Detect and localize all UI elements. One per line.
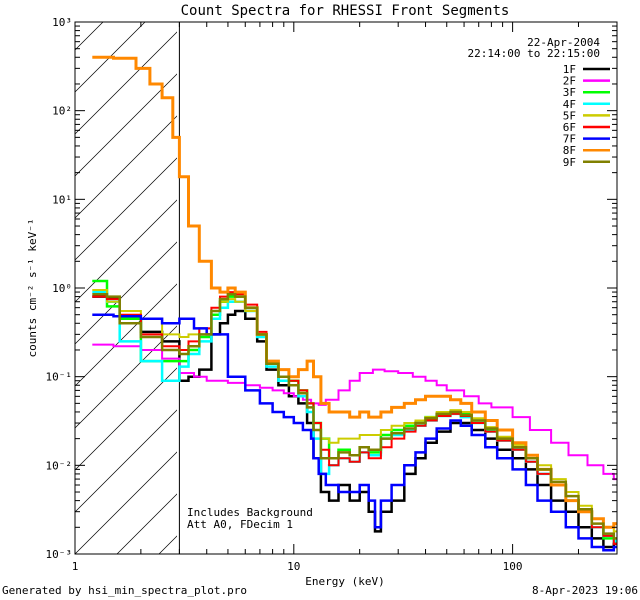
y-tick-label: 10⁻³ <box>46 548 73 561</box>
hatch-line <box>75 325 177 429</box>
x-tick-label: 10 <box>287 560 300 573</box>
legend-label-6F: 6F <box>563 121 576 134</box>
hatched-region <box>75 0 640 554</box>
hatch-line <box>75 157 177 261</box>
legend-label-8F: 8F <box>563 144 576 157</box>
chart-title: Count Spectra for RHESSI Front Segments <box>181 3 510 19</box>
hatch-line <box>621 0 640 554</box>
legend-label-9F: 9F <box>563 156 576 169</box>
hatch-line <box>75 409 177 513</box>
footer-timestamp: 8-Apr-2023 19:06 <box>532 584 638 597</box>
series-line-7F <box>92 313 617 552</box>
axis-ticks <box>74 22 618 555</box>
x-axis-label: Energy (keV) <box>305 575 384 588</box>
y-tick-label: 10³ <box>52 16 72 29</box>
hatch-line <box>369 0 640 554</box>
hatch-line <box>75 283 177 387</box>
y-tick-label: 10⁻² <box>46 459 73 472</box>
hatch-line <box>75 367 177 471</box>
plot-frame <box>74 21 618 555</box>
x-tick-labels: 1 10 100 <box>72 560 523 573</box>
legend-label-1F: 1F <box>563 63 576 76</box>
date-label: 22-Apr-2004 <box>527 36 600 49</box>
y-axis-label: counts cm⁻² s⁻¹ keV⁻¹ <box>26 218 39 357</box>
hatch-line <box>327 0 640 554</box>
hatch-line <box>75 199 177 303</box>
series-line-8F <box>92 55 617 529</box>
legend-label-7F: 7F <box>563 133 576 146</box>
time-range-label: 22:14:00 to 22:15:00 <box>468 47 600 60</box>
hatch-line <box>75 451 177 554</box>
legend-label-4F: 4F <box>563 98 576 111</box>
series-line-2F <box>92 343 617 481</box>
hatch-line <box>285 0 640 554</box>
y-tick-label: 10⁻¹ <box>46 371 73 384</box>
hatch-line <box>579 0 640 554</box>
y-tick-label: 10⁰ <box>52 282 72 295</box>
hatch-line <box>116 493 177 554</box>
y-tick-label: 10² <box>52 105 72 118</box>
y-tick-label: 10¹ <box>52 193 72 206</box>
y-tick-labels: 10⁻³ 10⁻² 10⁻¹ 10⁰ 10¹ 10² 10³ <box>46 16 73 561</box>
x-tick-label: 100 <box>503 560 523 573</box>
hatch-line <box>75 31 177 135</box>
series-lines <box>92 55 617 552</box>
annotation-background: Includes Background <box>187 506 313 519</box>
footer-generated-by: Generated by hsi_min_spectra_plot.pro <box>2 584 247 597</box>
legend-label-3F: 3F <box>563 86 576 99</box>
series-line-3F <box>92 279 617 543</box>
hatch-line <box>75 22 146 93</box>
legend-label-2F: 2F <box>563 75 576 88</box>
series-line-1F <box>92 295 617 549</box>
x-tick-label: 1 <box>72 560 79 573</box>
legend-label-5F: 5F <box>563 109 576 122</box>
hatch-line <box>75 241 177 345</box>
hatch-line <box>243 0 640 554</box>
series-line-9F <box>92 293 617 540</box>
annotation-attenuator: Att A0, FDecim 1 <box>187 518 293 531</box>
